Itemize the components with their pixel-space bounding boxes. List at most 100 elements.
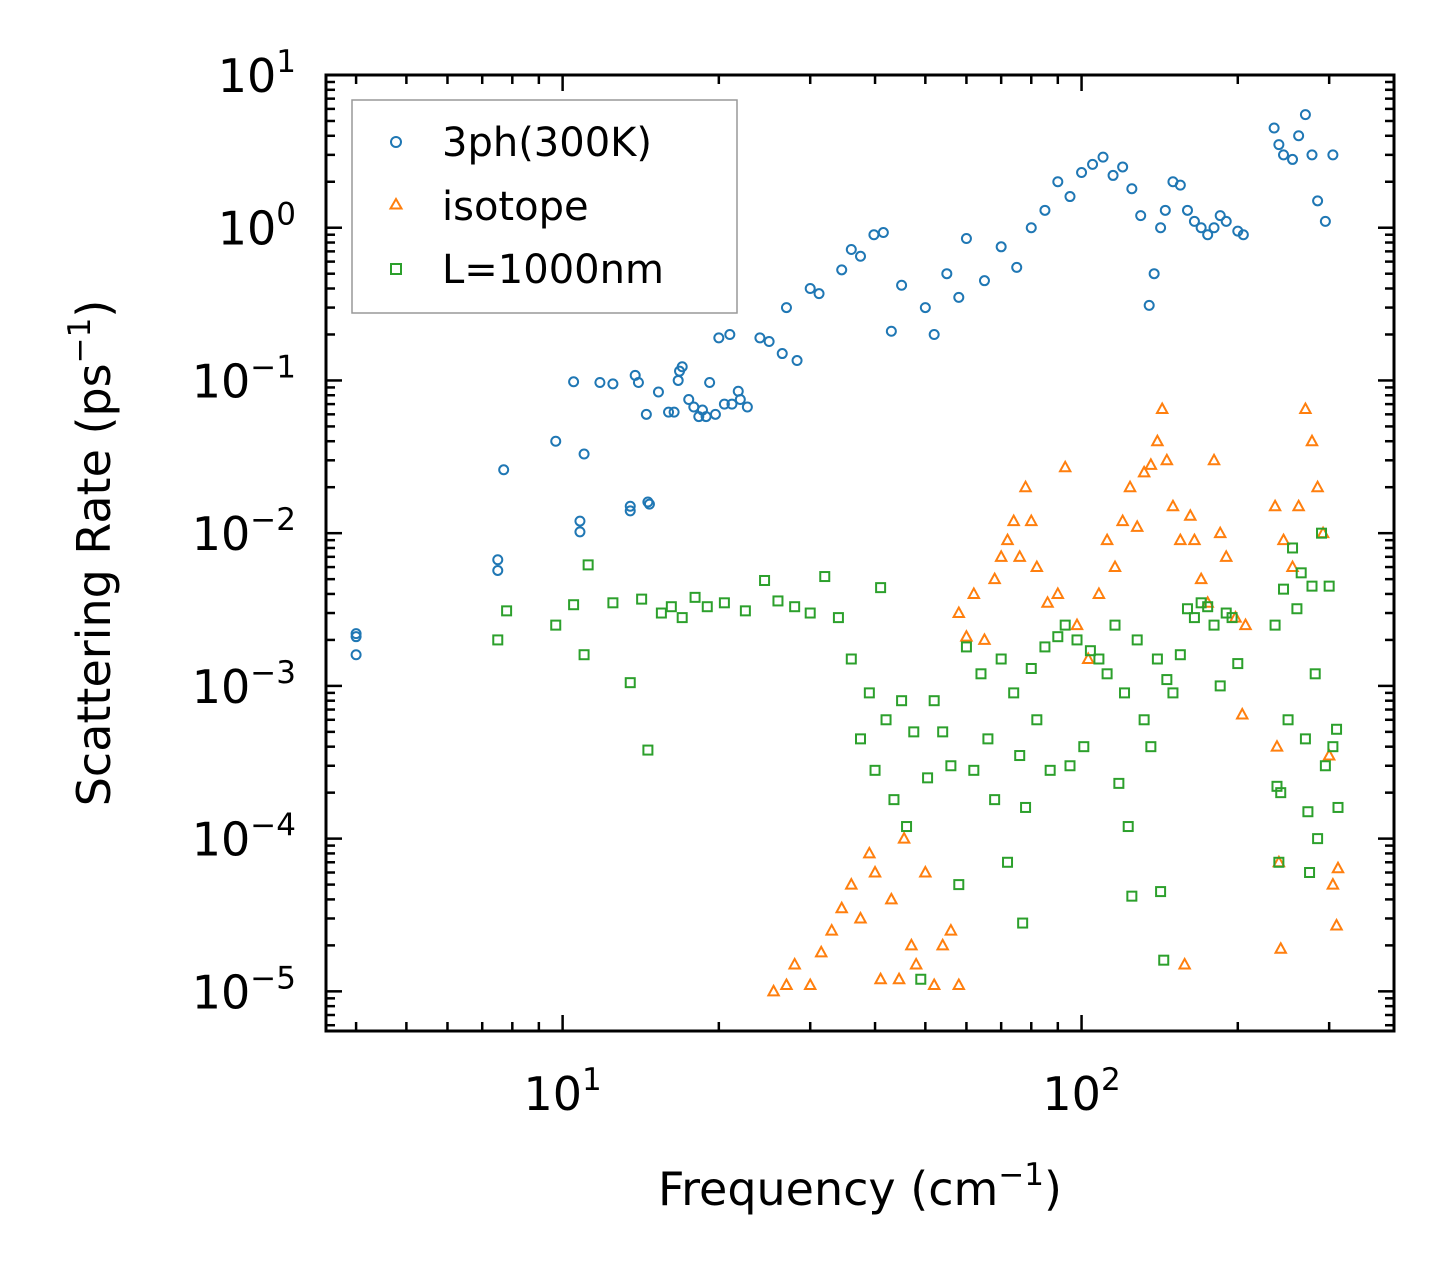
point-3ph-64 [1052,176,1064,188]
point-3ph-6 [550,435,562,447]
point-isotope-9 [862,845,877,859]
x-axis-title-text: Frequency (cm [658,1162,998,1216]
y-axis-title: Scattering Rate (ps−1) [62,300,121,807]
point-3ph-80 [1188,215,1200,227]
point-3ph-55 [928,328,940,340]
point-boundary-25 [863,687,875,699]
point-boundary-24 [855,733,867,745]
y-tick-label-2-base: 10 [192,354,251,408]
point-isotope-36 [1058,459,1073,473]
point-3ph-62 [1025,222,1037,234]
point-isotope-20 [943,922,958,936]
point-3ph-88 [1268,122,1280,134]
point-boundary-55 [1059,619,1071,631]
point-3ph-3 [492,554,504,566]
point-boundary-32 [908,726,920,738]
point-3ph-92 [1293,130,1305,142]
x-tick-label-0: 101 [523,1062,601,1121]
point-boundary-54 [1052,631,1064,643]
point-boundary-22 [832,612,844,624]
point-isotope-49 [1159,452,1174,466]
point-boundary-88 [1275,787,1287,799]
y-tick-label-6-exp: −5 [250,960,296,996]
point-boundary-59 [1084,645,1096,657]
point-boundary-29 [888,794,900,806]
point-boundary-20 [804,607,816,619]
point-3ph-58 [960,233,972,245]
point-boundary-100 [1316,527,1328,539]
point-isotope-70 [1298,401,1313,415]
point-boundary-72 [1158,954,1170,966]
point-isotope-77 [1331,860,1345,874]
point-isotope-5 [824,922,839,936]
point-3ph-1 [350,631,362,643]
point-isotope-30 [1012,549,1027,562]
point-isotope-38 [1081,651,1096,665]
point-3ph-63 [1039,204,1051,216]
point-boundary-80 [1208,619,1220,631]
point-boundary-64 [1119,687,1131,699]
point-3ph-10 [578,448,590,460]
point-boundary-51 [1031,714,1043,726]
point-3ph-43 [780,302,792,314]
point-isotope-61 [1235,706,1250,720]
point-boundary-49 [1020,801,1032,813]
point-boundary-96 [1304,867,1316,879]
point-3ph-20 [652,386,664,398]
point-boundary-92 [1291,603,1303,615]
point-boundary-104 [1331,723,1343,735]
point-3ph-2 [350,649,362,661]
y-tick-label-6: 10−5 [192,960,296,1019]
point-boundary-69 [1145,741,1157,753]
point-isotope-46 [1143,457,1158,470]
point-3ph-33 [713,332,725,344]
point-3ph-45 [804,282,816,294]
point-isotope-33 [1029,559,1044,573]
point-boundary-67 [1131,634,1143,646]
point-3ph-44 [791,355,803,367]
point-3ph-79 [1181,204,1193,216]
point-boundary-42 [982,733,994,745]
legend-marker-3ph [390,136,402,148]
point-isotope-37 [1070,617,1084,631]
point-boundary-9 [642,744,654,756]
point-boundary-38 [953,879,965,891]
point-boundary-97 [1306,580,1318,592]
point-boundary-3 [568,599,580,611]
point-isotope-31 [1018,479,1033,493]
point-boundary-65 [1122,821,1134,833]
point-isotope-1 [779,977,794,991]
point-boundary-19 [789,601,801,613]
point-boundary-8 [636,593,648,605]
y-tick-label-5-exp: −4 [250,808,296,844]
point-3ph-93 [1299,109,1311,121]
point-isotope-75 [1326,877,1340,890]
point-3ph-89 [1273,139,1285,151]
point-isotope-32 [1024,513,1039,527]
point-isotope-59 [1219,549,1234,562]
point-boundary-21 [819,571,831,583]
point-isotope-67 [1276,532,1291,546]
point-isotope-44 [1130,519,1145,532]
point-3ph-51 [877,227,889,239]
point-isotope-29 [1006,513,1021,527]
point-3ph-54 [919,302,931,314]
point-isotope-26 [987,571,1002,585]
point-isotope-64 [1270,739,1284,752]
y-tick-label-4-exp: −3 [250,655,296,691]
point-isotope-28 [1000,532,1015,546]
y-tick-label-1: 100 [218,197,296,256]
y-tick-label-3-base: 10 [192,507,251,561]
point-boundary-85 [1269,619,1281,631]
y-axis-title-text: Scattering Rate (ps [67,363,121,806]
point-3ph-39 [741,401,753,413]
point-boundary-35 [928,695,940,707]
point-isotope-43 [1123,479,1137,493]
point-3ph-31 [704,376,716,388]
point-boundary-1 [501,605,513,617]
point-boundary-15 [718,597,730,609]
point-3ph-70 [1117,161,1129,173]
point-isotope-41 [1108,559,1122,573]
point-boundary-83 [1226,612,1238,624]
